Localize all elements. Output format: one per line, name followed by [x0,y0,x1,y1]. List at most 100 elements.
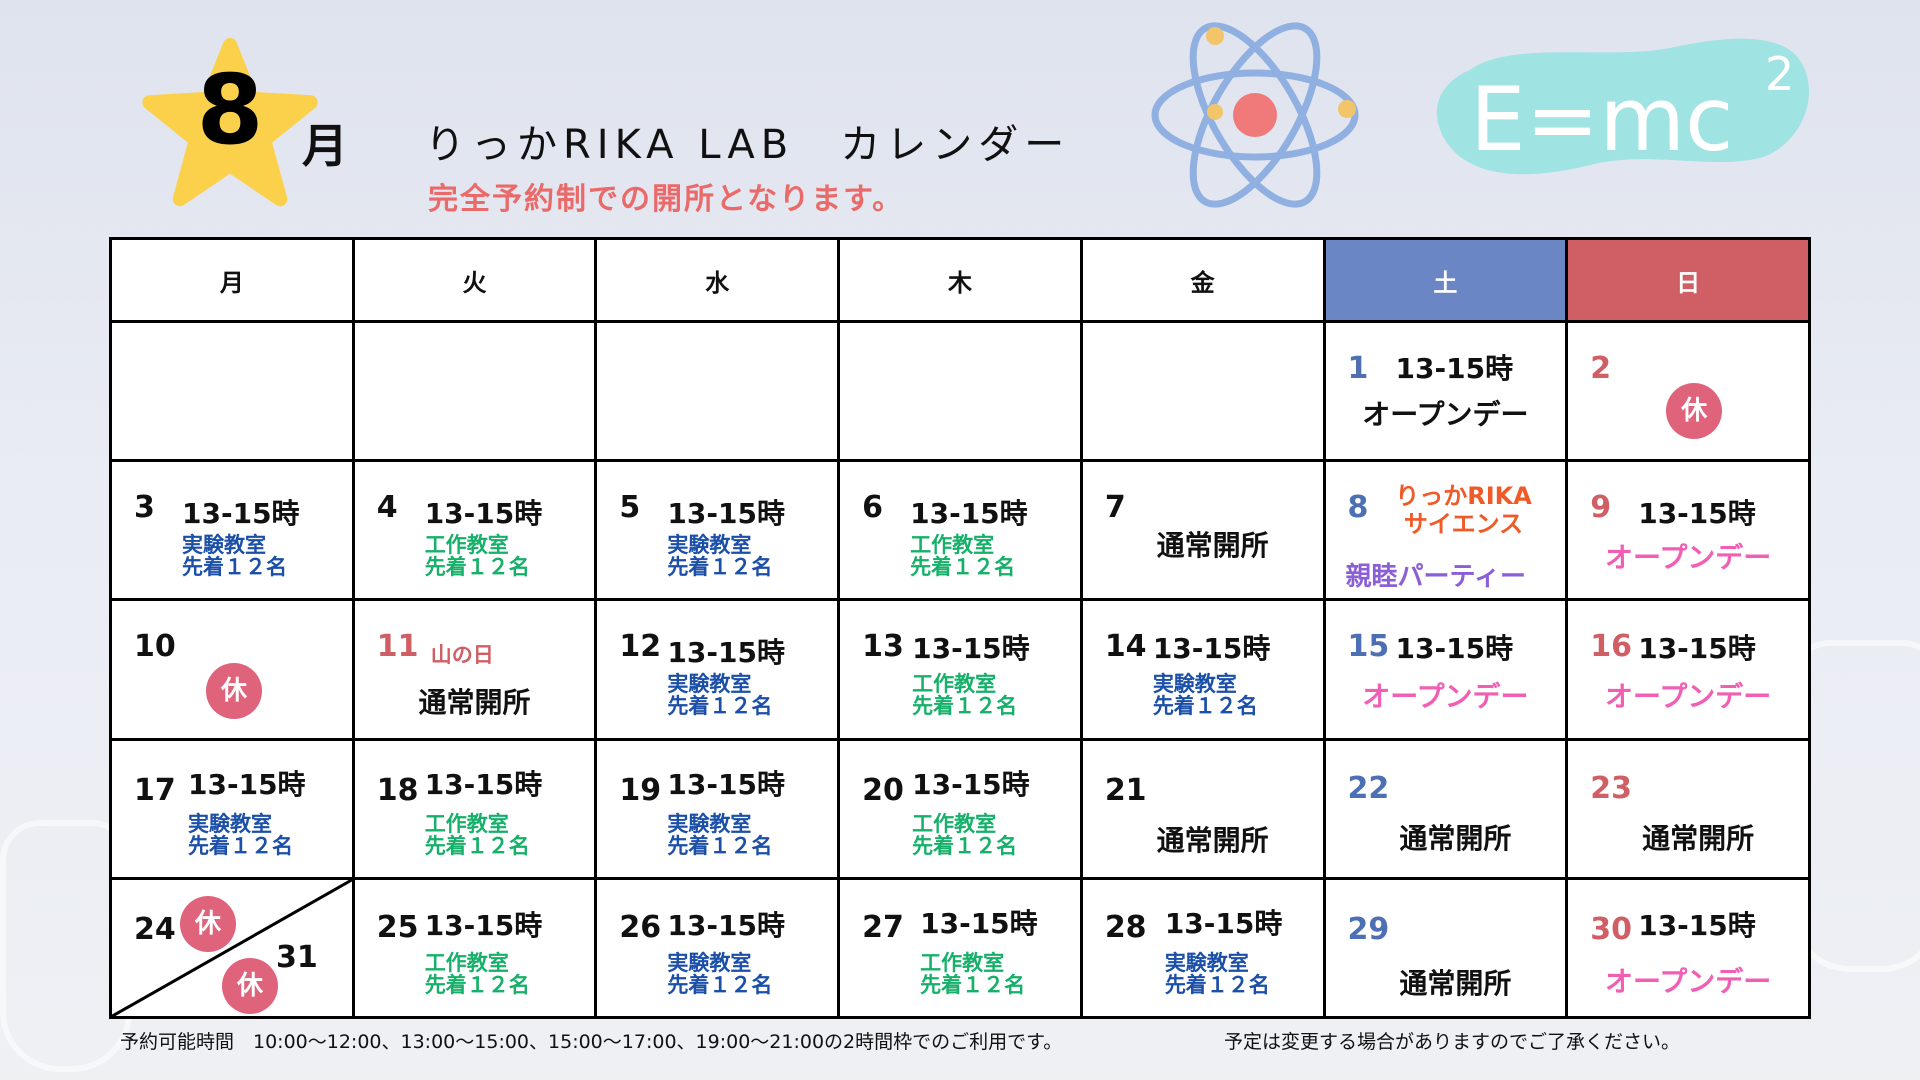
party-title-line2: サイエンス [1403,510,1524,539]
day-cell: 2 休 [1565,319,1811,463]
class-capacity: 先着１２名 [188,833,293,858]
day-number: 10 [134,629,176,665]
day-number: 4 [376,490,398,526]
day-number: 25 [376,909,419,945]
day-cell: 23 通常開所 [1565,737,1811,880]
day-cell: 9 13-15時 オープンデー [1565,459,1811,602]
day-number: 12 [619,629,662,665]
event-time: 13-15時 [667,767,785,801]
party-title-line1: りっかRIKA [1395,482,1532,511]
formula-badge: E=mc 2 [1436,38,1809,175]
day-cell: 29 通常開所 [1322,876,1569,1020]
class-name: 実験教室 [667,672,752,697]
class-capacity: 先着１２名 [1164,972,1270,997]
day-number: 16 [1590,629,1632,665]
page-subtitle: 完全予約制での開所となります。 [428,182,905,217]
day-number: 20 [862,772,904,808]
closed-badge: 休 [222,957,278,1014]
event-label: 通常開所 [1642,821,1755,855]
day-cell: 27 13-15時 工作教室 先着１２名 [837,876,1083,1020]
day-cell: 1 13-15時 オープンデー [1322,319,1569,463]
weekday-thu: 木 [837,237,1083,323]
day-number-second: 31 [276,939,318,975]
day-number: 29 [1347,911,1390,947]
day-number: 17 [134,772,176,808]
week-row: 1 13-15時 オープンデー 2 休 [109,319,1811,463]
day-cell: 25 13-15時 工作教室 先着１２名 [351,876,598,1020]
event-time: 13-15時 [912,767,1030,801]
event-time: 13-15時 [424,908,543,942]
event-label: 通常開所 [1399,966,1512,1000]
event-time: 13-15時 [424,767,543,801]
weekday-wed: 水 [594,237,841,323]
class-name: 実験教室 [1164,950,1249,975]
weekday-header-row: 月 火 水 木 金 土 日 [109,237,1811,323]
calendar-grid: 月 火 水 木 金 土 日 1 13-15時 オープンデー 2 休 [109,237,1811,1020]
day-number: 18 [376,772,419,808]
day-number: 27 [862,909,904,945]
class-capacity: 先着１２名 [912,694,1018,719]
day-cell: 13 13-15時 工作教室 先着１２名 [837,598,1083,741]
day-cell: 28 13-15時 実験教室 先着１２名 [1079,876,1326,1020]
day-cell: 6 13-15時 工作教室 先着１２名 [837,459,1083,602]
closed-badge: 休 [180,895,236,952]
weekday-tue: 火 [351,237,598,323]
holiday-label: 山の日 [430,643,494,668]
day-number: 8 [1347,490,1369,526]
month-suffix: 月 [302,119,348,173]
event-label: オープンデー [1604,680,1772,714]
day-number: 21 [1104,772,1147,808]
day-cell: 26 13-15時 実験教室 先着１２名 [594,876,841,1020]
empty-day-cell [1079,319,1326,463]
day-number: 6 [862,490,883,526]
class-name: 工作教室 [912,672,997,697]
day-cell: 15 13-15時 オープンデー [1322,598,1569,741]
class-capacity: 先着１２名 [667,972,773,997]
day-number: 1 [1347,351,1369,386]
day-cell: 18 13-15時 工作教室 先着１２名 [351,737,598,880]
closed-badge: 休 [206,663,262,720]
day-cell: 7 通常開所 [1079,459,1326,602]
class-capacity: 先着１２名 [182,555,287,580]
day-cell: 10 休 [109,598,355,741]
day-cell: 17 13-15時 実験教室 先着１２名 [109,737,355,880]
day-cell: 11 山の日 通常開所 [351,598,598,741]
class-capacity: 先着１２名 [424,972,530,997]
class-name: 工作教室 [920,950,1005,975]
event-time: 13-15時 [912,632,1030,666]
week-row: 10 休 11 山の日 通常開所 12 13-15時 実験教室 先着１２名 13… [109,598,1811,741]
day-cell: 19 13-15時 実験教室 先着１２名 [594,737,841,880]
class-capacity: 先着１２名 [667,833,773,858]
event-label: オープンデー [1362,680,1529,714]
day-cell: 12 13-15時 実験教室 先着１２名 [594,598,841,741]
day-number: 30 [1590,911,1632,947]
class-capacity: 先着１２名 [667,555,773,580]
day-cell: 3 13-15時 実験教室 先着１２名 [109,459,355,602]
party-label: 親睦パーティー [1345,562,1526,593]
event-label: オープンデー [1604,964,1772,998]
event-time: 13-15時 [1395,632,1514,666]
event-label: 通常開所 [1399,821,1512,855]
day-cell: 30 13-15時 オープンデー [1565,876,1811,1020]
weekday-fri: 金 [1079,237,1326,323]
day-cell: 20 13-15時 工作教室 先着１２名 [837,737,1083,880]
day-number: 5 [619,490,641,526]
event-time: 13-15時 [1152,632,1271,666]
class-capacity: 先着１２名 [424,555,530,580]
day-number: 26 [619,909,662,945]
class-name: 実験教室 [188,811,272,836]
event-label: オープンデー [1362,398,1529,431]
day-cell: 4 13-15時 工作教室 先着１２名 [351,459,598,602]
event-label: 通常開所 [418,686,531,720]
empty-day-cell [351,319,598,463]
event-time: 13-15時 [667,497,785,531]
week-row: 24 休 31 休 25 13-15時 工作教室 先着１２名 26 13-15時… [109,876,1811,1020]
class-name: 実験教室 [182,533,266,558]
event-label: 通常開所 [1156,529,1269,563]
event-label: オープンデー [1604,541,1772,575]
day-number: 3 [134,490,155,526]
day-cell: 16 13-15時 オープンデー [1565,598,1811,741]
class-name: 工作教室 [424,533,509,558]
empty-day-cell [594,319,841,463]
class-capacity: 先着１２名 [1152,694,1258,719]
